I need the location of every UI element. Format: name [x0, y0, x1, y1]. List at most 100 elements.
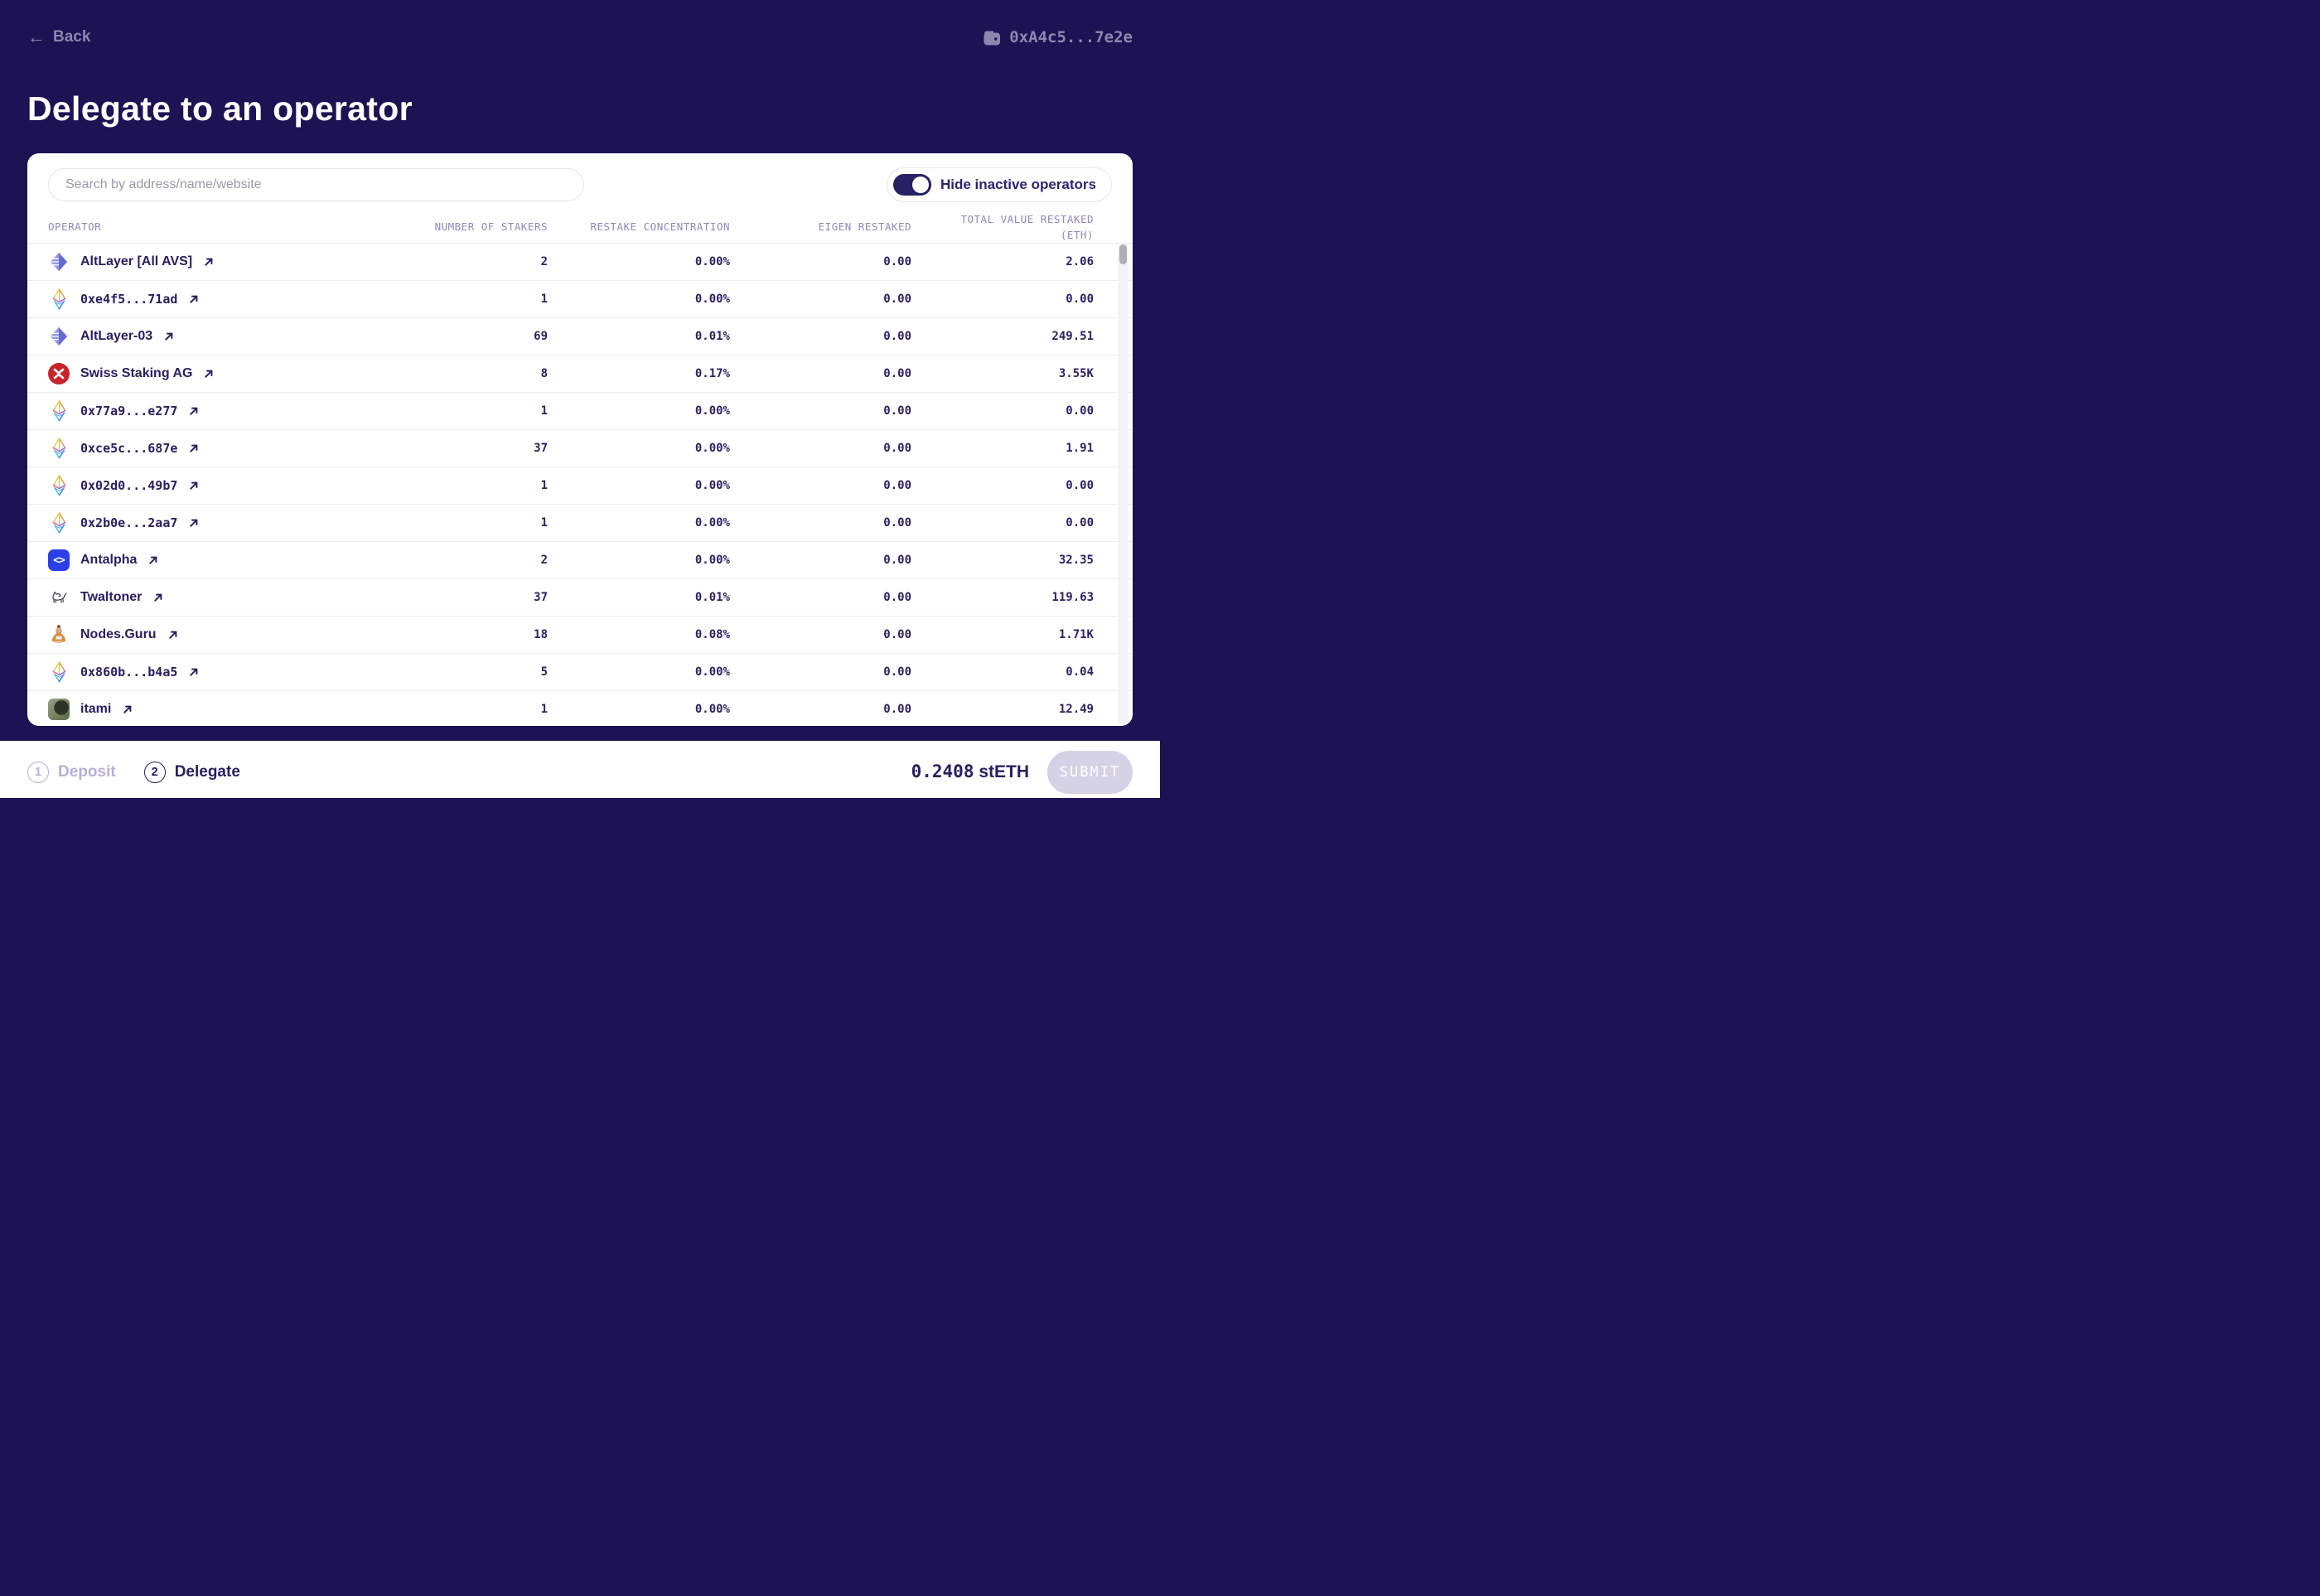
- table-row[interactable]: Nodes.Guru 18 0.08% 0.00 1.71K: [27, 616, 1133, 653]
- step-label: Delegate: [174, 762, 240, 781]
- eth-diamond-logo-icon: [48, 475, 70, 496]
- page-title: Delegate to an operator: [27, 89, 413, 128]
- table-row[interactable]: <> Antalpha 2 0.00% 0.00 32.35: [27, 541, 1133, 578]
- table-row[interactable]: Twaltoner 37 0.01% 0.00 119.63: [27, 578, 1133, 616]
- swiss-staking-logo-icon: [48, 363, 70, 384]
- eigen-cell: 0.00: [883, 404, 911, 418]
- external-link-icon: [189, 667, 199, 677]
- external-link-icon: [153, 592, 163, 602]
- table-row[interactable]: 0x860b...b4a5 5 0.00% 0.00 0.04: [27, 653, 1133, 690]
- concentration-cell: 0.17%: [694, 367, 730, 380]
- external-link-icon: [168, 630, 178, 640]
- search-input[interactable]: [48, 168, 584, 201]
- eth-diamond-logo-icon: [48, 661, 70, 683]
- eth-diamond-logo-icon: [48, 512, 70, 534]
- step-delegate[interactable]: 2 Delegate: [143, 761, 240, 783]
- footer-bar: 1 Deposit 2 Delegate 0.2408 stETH SUBMIT: [0, 741, 1160, 798]
- back-label: Back: [53, 28, 91, 46]
- total-cell: 0.00: [1066, 516, 1094, 530]
- eigen-cell: 0.00: [883, 591, 911, 604]
- operator-name: Nodes.Guru: [80, 627, 157, 641]
- column-header-operator: OPERATOR: [48, 220, 102, 234]
- operator-cell: Nodes.Guru: [48, 624, 432, 646]
- operator-cell: 0x77a9...e277: [48, 400, 432, 422]
- external-link-icon: [189, 294, 199, 304]
- operator-name: itami: [80, 702, 112, 716]
- stakers-cell: 5: [540, 665, 548, 679]
- table-row[interactable]: itami 1 0.00% 0.00 12.49: [27, 690, 1133, 726]
- hide-inactive-toggle[interactable]: Hide inactive operators: [886, 167, 1112, 202]
- altlayer-logo-icon: [48, 251, 70, 273]
- operator-cell: Swiss Staking AG: [48, 363, 432, 384]
- stakers-cell: 1: [540, 516, 548, 530]
- operator-cell: 0x02d0...49b7: [48, 475, 432, 496]
- step-label: Deposit: [58, 762, 116, 781]
- column-header-total: TOTAL VALUE RESTAKED (ETH): [960, 213, 1094, 241]
- eth-diamond-logo-icon: [48, 438, 70, 459]
- external-link-icon: [204, 369, 214, 379]
- table-row[interactable]: 0x02d0...49b7 1 0.00% 0.00 0.00: [27, 467, 1133, 504]
- operator-name: Swiss Staking AG: [80, 366, 193, 380]
- table-row[interactable]: AltLayer-03 69 0.01% 0.00 249.51: [27, 317, 1133, 355]
- eigen-cell: 0.00: [883, 293, 911, 306]
- toggle-label: Hide inactive operators: [940, 177, 1096, 192]
- operator-name: Twaltoner: [80, 590, 143, 604]
- external-link-icon: [189, 406, 199, 416]
- step-number: 2: [143, 761, 166, 783]
- external-link-icon: [189, 481, 199, 491]
- table-row[interactable]: Swiss Staking AG 8 0.17% 0.00 3.55K: [27, 355, 1133, 392]
- table-row[interactable]: 0xce5c...687e 37 0.00% 0.00 1.91: [27, 429, 1133, 467]
- balance-unit: stETH: [979, 762, 1029, 781]
- table-row[interactable]: 0x2b0e...2aa7 1 0.00% 0.00 0.00: [27, 504, 1133, 541]
- total-cell: 2.06: [1066, 255, 1094, 268]
- column-header-stakers: NUMBER OF STAKERS: [434, 220, 548, 234]
- external-link-icon: [123, 704, 133, 714]
- operator-list-card: Hide inactive operators OPERATOR NUMBER …: [27, 153, 1133, 726]
- card-toolbar: Hide inactive operators: [27, 153, 1133, 202]
- table-row[interactable]: 0x77a9...e277 1 0.00% 0.00 0.00: [27, 392, 1133, 429]
- stakers-cell: 2: [540, 255, 548, 268]
- balance-amount: 0.2408 stETH: [911, 762, 1029, 782]
- total-cell: 0.04: [1066, 665, 1094, 679]
- submit-button[interactable]: SUBMIT: [1047, 750, 1133, 794]
- concentration-cell: 0.00%: [694, 255, 730, 268]
- table-row[interactable]: AltLayer [All AVS] 2 0.00% 0.00 2.06: [27, 243, 1133, 280]
- concentration-cell: 0.00%: [694, 554, 730, 567]
- total-cell: 119.63: [1051, 591, 1094, 604]
- eigen-cell: 0.00: [883, 628, 911, 641]
- total-cell: 12.49: [1058, 703, 1094, 716]
- total-cell: 0.00: [1066, 479, 1094, 492]
- table-header-row: OPERATOR NUMBER OF STAKERS RESTAKE CONCE…: [27, 212, 1133, 243]
- column-header-concentration: RESTAKE CONCENTRATION: [590, 220, 730, 234]
- eigen-cell: 0.00: [883, 665, 911, 679]
- operator-cell: 0xce5c...687e: [48, 438, 432, 459]
- operator-name: 0x2b0e...2aa7: [80, 515, 178, 530]
- external-link-icon: [204, 257, 214, 267]
- concentration-cell: 0.08%: [694, 628, 730, 641]
- eigen-cell: 0.00: [883, 554, 911, 567]
- toggle-switch-icon[interactable]: [892, 174, 931, 196]
- back-button[interactable]: ← Back: [27, 28, 90, 46]
- table-body: AltLayer [All AVS] 2 0.00% 0.00 2.06 0xe…: [27, 243, 1133, 726]
- stakers-cell: 1: [540, 703, 548, 716]
- scrollbar-thumb[interactable]: [1119, 244, 1127, 264]
- concentration-cell: 0.00%: [694, 293, 730, 306]
- step-deposit[interactable]: 1 Deposit: [27, 761, 116, 783]
- stakers-cell: 2: [540, 554, 548, 567]
- total-cell: 249.51: [1051, 330, 1094, 343]
- concentration-cell: 0.00%: [694, 404, 730, 418]
- stakers-cell: 18: [534, 628, 548, 641]
- total-cell: 32.35: [1058, 554, 1094, 567]
- operator-name: 0xe4f5...71ad: [80, 292, 178, 307]
- table-scrollbar[interactable]: [1118, 243, 1129, 723]
- back-arrow-icon: ←: [27, 27, 46, 47]
- table-row[interactable]: 0xe4f5...71ad 1 0.00% 0.00 0.00: [27, 280, 1133, 317]
- wallet-chip[interactable]: 0xA4c5...7e2e: [983, 28, 1133, 46]
- operator-name: 0x77a9...e277: [80, 404, 178, 418]
- eigen-cell: 0.00: [883, 367, 911, 380]
- eigen-cell: 0.00: [883, 442, 911, 455]
- concentration-cell: 0.00%: [694, 479, 730, 492]
- total-cell: 0.00: [1066, 404, 1094, 418]
- concentration-cell: 0.00%: [694, 703, 730, 716]
- step-indicator: 1 Deposit 2 Delegate: [27, 761, 240, 783]
